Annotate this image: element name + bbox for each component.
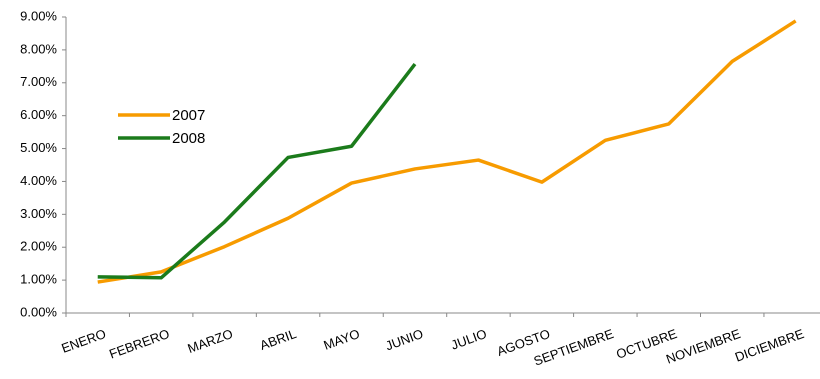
x-tick-label: JULIO <box>449 326 489 353</box>
x-tick-label: JUNIO <box>383 326 425 353</box>
y-tick-label: 5.00% <box>20 140 57 155</box>
y-tick-label: 3.00% <box>20 206 57 221</box>
y-tick-label: 8.00% <box>20 41 57 56</box>
legend-label: 2008 <box>172 130 205 147</box>
y-tick-label: 1.00% <box>20 272 57 287</box>
x-tick-label: DICIEMBRE <box>733 326 806 365</box>
x-tick-label: MARZO <box>186 326 235 356</box>
x-tick-label: ENERO <box>59 326 108 356</box>
series-line <box>97 19 797 284</box>
legend-label: 2007 <box>172 107 205 124</box>
series-line <box>97 62 417 280</box>
x-tick-label: MAYO <box>322 326 362 353</box>
y-tick-label: 9.00% <box>20 8 57 23</box>
y-tick-label: 4.00% <box>20 173 57 188</box>
x-tick-label: ABRIL <box>258 326 298 353</box>
y-tick-label: 2.00% <box>20 239 57 254</box>
y-tick-label: 6.00% <box>20 107 57 122</box>
y-tick-label: 0.00% <box>20 304 57 319</box>
x-tick-label: FEBRERO <box>107 326 171 362</box>
y-tick-label: 7.00% <box>20 74 57 89</box>
